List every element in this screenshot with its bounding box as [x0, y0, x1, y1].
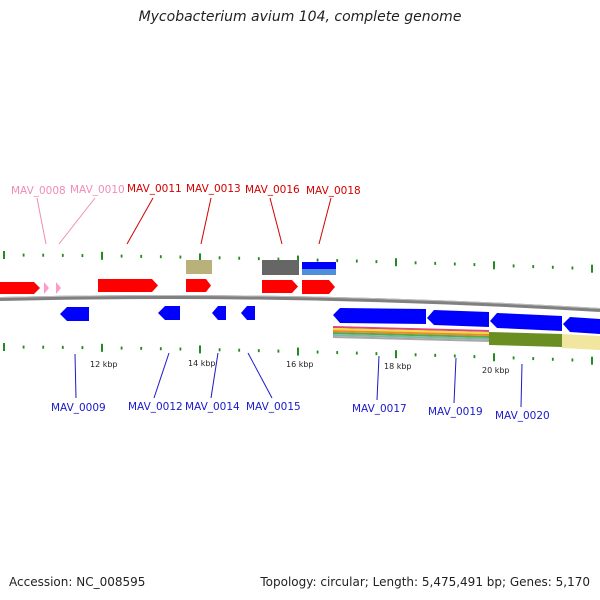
gene-arrow-reverse[interactable]	[427, 310, 489, 327]
tick-row-top	[3, 251, 593, 273]
gene-label[interactable]: MAV_0013	[186, 183, 241, 195]
track-yellow[interactable]	[333, 328, 489, 334]
scale-label: 20 kbp	[482, 366, 510, 375]
track-pink[interactable]	[333, 326, 489, 332]
leader-line	[200, 197, 212, 245]
gene-label[interactable]: MAV_0009	[51, 402, 106, 414]
leader-line	[36, 197, 47, 245]
track-olive[interactable]	[489, 332, 562, 347]
scale-label: 18 kbp	[384, 362, 412, 371]
leader-line	[126, 197, 154, 245]
gene-label[interactable]: MAV_0012	[128, 401, 183, 413]
gene-arrow-forward[interactable]	[262, 280, 298, 293]
leader-line	[74, 353, 77, 399]
map-title: Mycobacterium avium 104, complete genome	[138, 9, 462, 25]
gene-label[interactable]: MAV_0011	[127, 183, 182, 195]
gene-label[interactable]: MAV_0019	[428, 406, 483, 418]
gene-arrow-reverse[interactable]	[158, 306, 180, 320]
feature-box-olive[interactable]	[186, 260, 212, 274]
track-green[interactable]	[333, 332, 489, 338]
gene-arrow-reverse[interactable]	[241, 306, 255, 320]
scale-label: 14 kbp	[188, 359, 216, 368]
gene-arrow-forward[interactable]	[98, 279, 158, 292]
label-leaders	[36, 197, 523, 408]
gene-arrow-reverse[interactable]	[212, 306, 226, 320]
gene-label[interactable]: MAV_0018	[306, 185, 361, 197]
forward-genes	[0, 279, 335, 294]
gene-label[interactable]: MAV_0015	[246, 401, 301, 413]
scale-label: 12 kbp	[90, 360, 118, 369]
feature-boxes	[186, 260, 336, 275]
track-orange[interactable]	[333, 330, 489, 336]
feature-box-dark[interactable]	[262, 260, 299, 275]
genome-backbone-highlight	[0, 295, 600, 309]
gene-arrow-forward[interactable]	[302, 280, 335, 294]
feature-box-blue[interactable]	[302, 262, 336, 269]
tick-row-bottom	[3, 343, 593, 365]
gene-label[interactable]: MAV_0017	[352, 403, 407, 415]
annotation-tracks	[333, 326, 600, 350]
gene-arrow-reverse[interactable]	[333, 308, 426, 324]
leader-line	[58, 197, 96, 245]
leader-line	[453, 357, 457, 404]
track-grey[interactable]	[333, 336, 489, 342]
gene-label[interactable]: MAV_0014	[185, 401, 240, 413]
gene-label[interactable]: MAV_0010	[70, 184, 125, 196]
gene-arrow-reverse[interactable]	[563, 317, 600, 334]
leader-line	[520, 363, 523, 408]
leader-line	[269, 197, 283, 245]
gene-arrow-forward[interactable]	[44, 282, 49, 294]
gene-arrow-reverse[interactable]	[60, 307, 89, 321]
leader-line	[376, 355, 380, 401]
genome-summary-text: Topology: circular; Length: 5,475,491 bp…	[260, 575, 590, 589]
scale-labels: 12 kbp 14 kbp 16 kbp 18 kbp 20 kbp	[90, 359, 510, 375]
leader-line	[210, 352, 219, 399]
gene-arrow-forward[interactable]	[186, 279, 211, 292]
gene-label[interactable]: MAV_0016	[245, 184, 300, 196]
gene-label[interactable]: MAV_0008	[11, 185, 66, 197]
gene-arrow-reverse[interactable]	[490, 313, 562, 331]
feature-box-lightblue[interactable]	[302, 269, 336, 275]
track-cream[interactable]	[562, 334, 600, 350]
leader-line	[153, 352, 170, 399]
track-teal[interactable]	[333, 334, 489, 340]
accession-text: Accession: NC_008595	[9, 575, 146, 589]
reverse-gene-labels: MAV_0009 MAV_0012 MAV_0014 MAV_0015 MAV_…	[51, 401, 550, 422]
gene-arrow-forward[interactable]	[0, 282, 40, 294]
forward-gene-labels: MAV_0008 MAV_0010 MAV_0011 MAV_0013 MAV_…	[11, 183, 361, 197]
leader-line	[247, 352, 273, 399]
gene-arrow-forward[interactable]	[56, 282, 61, 294]
scale-label: 16 kbp	[286, 360, 314, 369]
genome-backbone	[0, 295, 600, 312]
leader-line	[318, 197, 332, 245]
gene-label[interactable]: MAV_0020	[495, 410, 550, 422]
reverse-genes	[60, 306, 600, 334]
